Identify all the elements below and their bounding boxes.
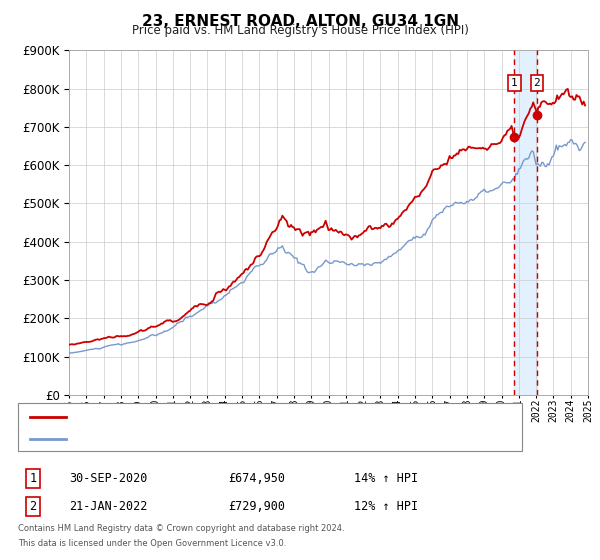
Bar	[514, 50, 537, 395]
Text: HPI: Average price, detached house, East Hampshire: HPI: Average price, detached house, East…	[72, 434, 385, 444]
Text: 2: 2	[29, 500, 37, 514]
Text: 1: 1	[511, 78, 518, 88]
Text: 1: 1	[29, 472, 37, 486]
Text: 12% ↑ HPI: 12% ↑ HPI	[354, 500, 418, 514]
Text: Price paid vs. HM Land Registry's House Price Index (HPI): Price paid vs. HM Land Registry's House …	[131, 24, 469, 37]
Text: 21-JAN-2022: 21-JAN-2022	[69, 500, 148, 514]
Text: This data is licensed under the Open Government Licence v3.0.: This data is licensed under the Open Gov…	[18, 539, 286, 548]
Text: 23, ERNEST ROAD, ALTON, GU34 1GN: 23, ERNEST ROAD, ALTON, GU34 1GN	[142, 14, 458, 29]
Text: £674,950: £674,950	[228, 472, 285, 486]
Text: £729,900: £729,900	[228, 500, 285, 514]
Text: 23, ERNEST ROAD, ALTON, GU34 1GN (detached house): 23, ERNEST ROAD, ALTON, GU34 1GN (detach…	[72, 412, 378, 422]
Text: Contains HM Land Registry data © Crown copyright and database right 2024.: Contains HM Land Registry data © Crown c…	[18, 524, 344, 533]
Text: 14% ↑ HPI: 14% ↑ HPI	[354, 472, 418, 486]
Text: 30-SEP-2020: 30-SEP-2020	[69, 472, 148, 486]
Text: 2: 2	[533, 78, 541, 88]
